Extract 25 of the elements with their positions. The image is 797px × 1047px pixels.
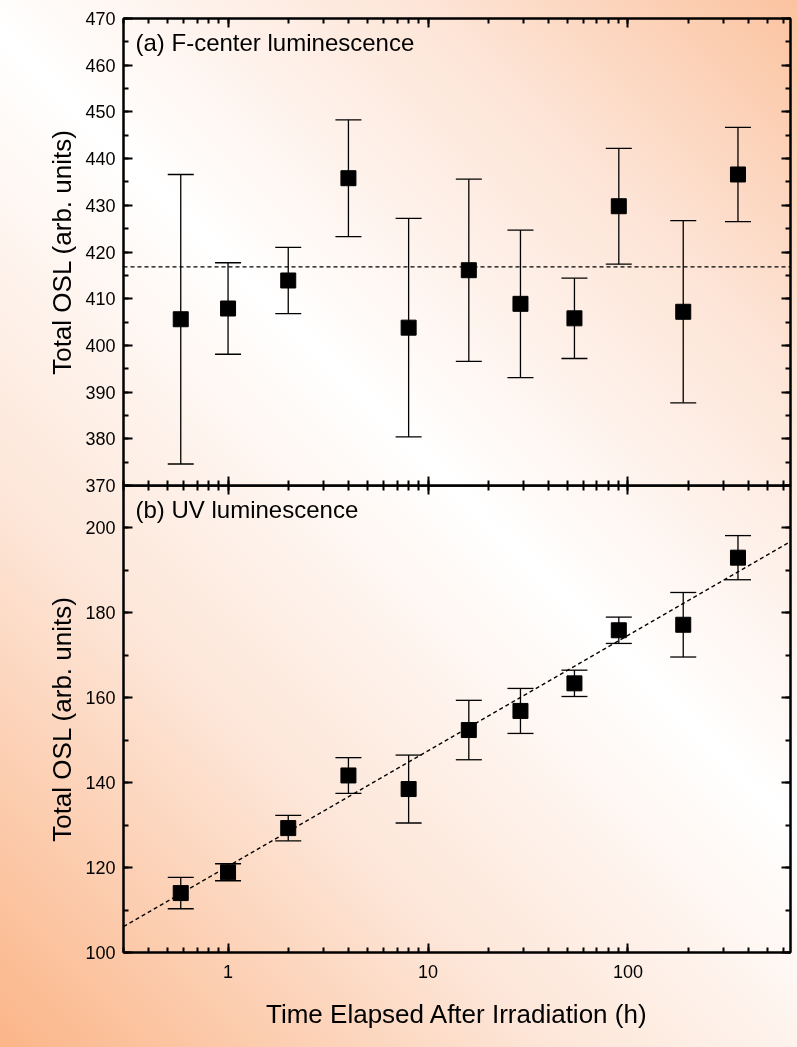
y-tick-label: 160	[85, 688, 116, 709]
y-tick-label: 390	[85, 382, 116, 403]
y-tick-label: 420	[85, 242, 116, 263]
y-tick-label: 370	[85, 476, 116, 496]
annotation: (a) F-center luminescence	[135, 28, 415, 56]
y-tick-label: 120	[85, 858, 116, 879]
y-tick-label: 440	[85, 149, 116, 170]
y-tick-label: 470	[85, 9, 116, 29]
y-tick-label: 140	[85, 773, 116, 794]
y-tick-label: 410	[85, 289, 116, 310]
y-tick-label: 450	[85, 102, 116, 123]
x-tick-label: 1	[223, 961, 234, 982]
y-tick-label: 180	[85, 603, 116, 624]
y-tick-label: 100	[85, 943, 116, 963]
y-axis-title: Total OSL (arb. units)	[47, 130, 78, 375]
y-tick-label: 460	[85, 55, 116, 76]
x-tick-label: 100	[612, 961, 643, 982]
y-axis-title: Total OSL (arb. units)	[47, 597, 78, 842]
y-tick-label: 430	[85, 195, 116, 216]
x-tick-label: 10	[417, 961, 439, 982]
annotation: (b) UV luminescence	[135, 495, 359, 523]
x-axis-title: Time Elapsed After Irradiation (h)	[266, 998, 647, 1029]
y-tick-label: 200	[85, 518, 116, 539]
y-tick-label: 400	[85, 335, 116, 356]
y-tick-label: 380	[85, 429, 116, 450]
